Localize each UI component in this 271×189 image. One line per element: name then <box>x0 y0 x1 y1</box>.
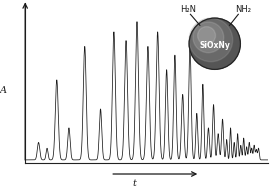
Text: A: A <box>0 86 7 95</box>
Text: t: t <box>133 179 137 188</box>
